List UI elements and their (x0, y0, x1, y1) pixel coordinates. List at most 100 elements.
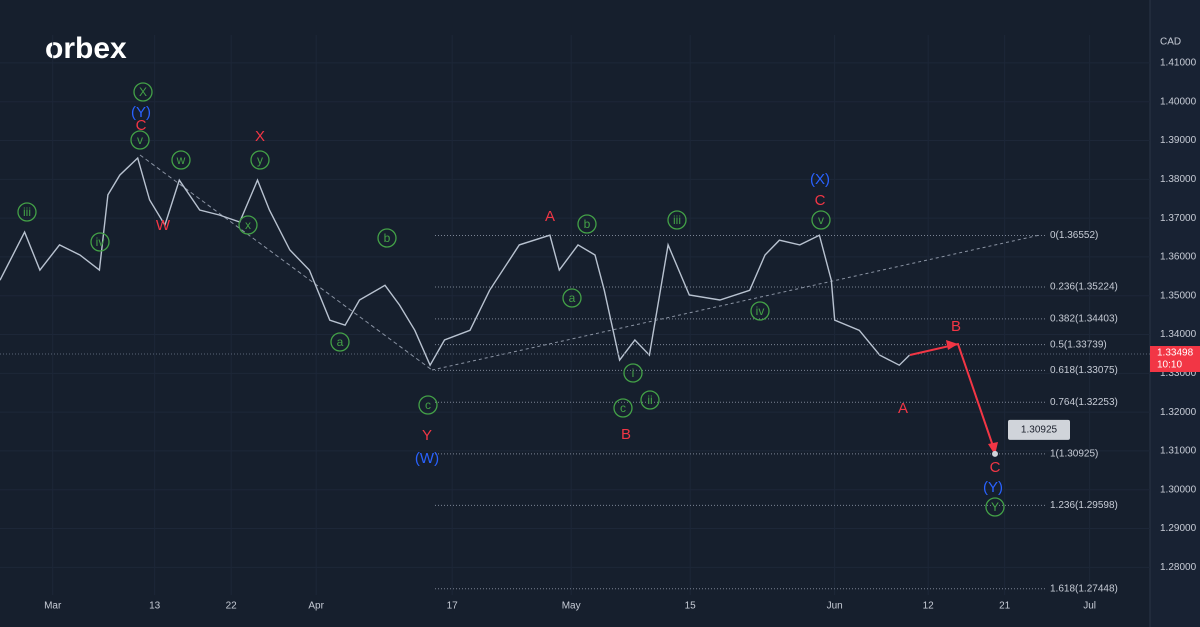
last-price-box (1150, 346, 1200, 373)
wave-label: x (245, 218, 251, 232)
fib-label: 0(1.36552) (1050, 230, 1098, 241)
wave-label: A (898, 400, 908, 417)
wave-circle (577, 214, 597, 234)
wave-label: b (384, 231, 391, 245)
wave-label: a (569, 291, 576, 305)
x-tick-label: 17 (447, 601, 459, 612)
wave-label: A (545, 208, 555, 225)
wave-label: b (584, 217, 591, 231)
y-tick-label: 1.34000 (1160, 329, 1197, 340)
wave-circle (377, 228, 397, 248)
x-tick-label: Jun (827, 601, 843, 612)
wave-circle (750, 301, 770, 321)
wave-label: c (620, 401, 626, 415)
target-point (992, 450, 998, 457)
wave-circle (613, 398, 633, 418)
fib-label: 0.764(1.32253) (1050, 397, 1118, 408)
x-tick-label: May (562, 601, 581, 612)
y-tick-label: 1.40000 (1160, 96, 1197, 107)
wave-label: w (176, 153, 186, 167)
fib-label: 0.382(1.34403) (1050, 314, 1118, 325)
trend-line (431, 234, 1041, 371)
trend-line (139, 154, 433, 371)
wave-circle (250, 150, 270, 170)
y-tick-label: 1.31000 (1160, 446, 1197, 457)
wave-label: y (257, 153, 263, 167)
wave-label: a (337, 335, 344, 349)
fib-label: 1.618(1.27448) (1050, 583, 1118, 594)
wave-label: iv (756, 304, 765, 318)
wave-label: (Y) (131, 104, 151, 121)
wave-label: iv (96, 235, 105, 249)
wave-circle (623, 363, 643, 383)
price-line (0, 156, 910, 367)
fib-label: 0.618(1.33075) (1050, 365, 1118, 376)
y-tick-label: 1.33000 (1160, 368, 1197, 379)
x-tick-label: 22 (226, 601, 238, 612)
wave-label: X (139, 85, 147, 99)
wave-label: ii (647, 393, 652, 407)
wave-label: i (632, 366, 635, 380)
target-callout (1008, 419, 1070, 440)
wave-label: v (137, 133, 143, 147)
x-tick-label: Jul (1083, 601, 1096, 612)
y-tick-label: 1.30000 (1160, 484, 1197, 495)
wave-circle (171, 150, 191, 170)
wave-label: iii (23, 205, 31, 219)
wave-circle (562, 288, 582, 308)
y-tick-label: 1.36000 (1160, 252, 1197, 263)
wave-circle (640, 390, 660, 410)
last-price-label: 1.33498 (1157, 348, 1194, 359)
wave-label: c (425, 398, 431, 412)
y-tick-label: 1.37000 (1160, 213, 1197, 224)
wave-circle (17, 202, 37, 222)
wave-label: (Y) (983, 479, 1003, 496)
wave-label: B (951, 318, 961, 335)
fib-label: 0.236(1.35224) (1050, 282, 1118, 293)
x-tick-label: Apr (308, 601, 324, 612)
target-label: 1.30925 (1021, 424, 1058, 435)
y-tick-label: 1.39000 (1160, 135, 1197, 146)
wave-label: C (136, 117, 147, 134)
fib-label: 0.5(1.33739) (1050, 339, 1107, 350)
wave-label: C (815, 192, 826, 209)
y-axis-label: CAD (1160, 37, 1181, 48)
wave-label: C (990, 459, 1001, 476)
x-tick-label: Mar (44, 601, 62, 612)
arrow-head (946, 340, 958, 350)
plot (0, 156, 1150, 367)
wave-label: Y (422, 427, 432, 444)
x-tick-label: 12 (923, 601, 935, 612)
wave-label: (W) (415, 450, 439, 467)
wave-circle (667, 210, 687, 230)
wave-label: Y (991, 500, 999, 514)
wave-label: v (818, 213, 824, 227)
wave-circle (811, 210, 831, 230)
y-tick-label: 1.32000 (1160, 407, 1197, 418)
y-tick-label: 1.28000 (1160, 562, 1197, 573)
x-tick-label: 21 (999, 601, 1011, 612)
y-tick-label: 1.38000 (1160, 174, 1197, 185)
wave-label: (X) (810, 171, 830, 188)
wave-circle (330, 332, 350, 352)
x-tick-label: 13 (149, 601, 161, 612)
wave-circle (985, 497, 1005, 517)
wave-circle (90, 232, 110, 252)
countdown: 10:10 (1157, 360, 1182, 371)
wave-circle (238, 215, 258, 235)
fib-label: 1(1.30925) (1050, 448, 1098, 459)
x-tick-label: 15 (685, 601, 697, 612)
wave-label: W (156, 217, 171, 234)
y-tick-label: 1.29000 (1160, 523, 1197, 534)
fib-label: 1.236(1.29598) (1050, 500, 1118, 511)
wave-circle (418, 395, 438, 415)
wave-circle (130, 130, 150, 150)
y-tick-label: 1.35000 (1160, 290, 1197, 301)
wave-label: B (621, 426, 631, 443)
wave-label: X (255, 128, 265, 145)
grid (0, 35, 1150, 595)
wave-labels: iiiivvXwxyabcabciiiiiiivvYCWXYABABCC(Y)(… (17, 82, 1005, 517)
